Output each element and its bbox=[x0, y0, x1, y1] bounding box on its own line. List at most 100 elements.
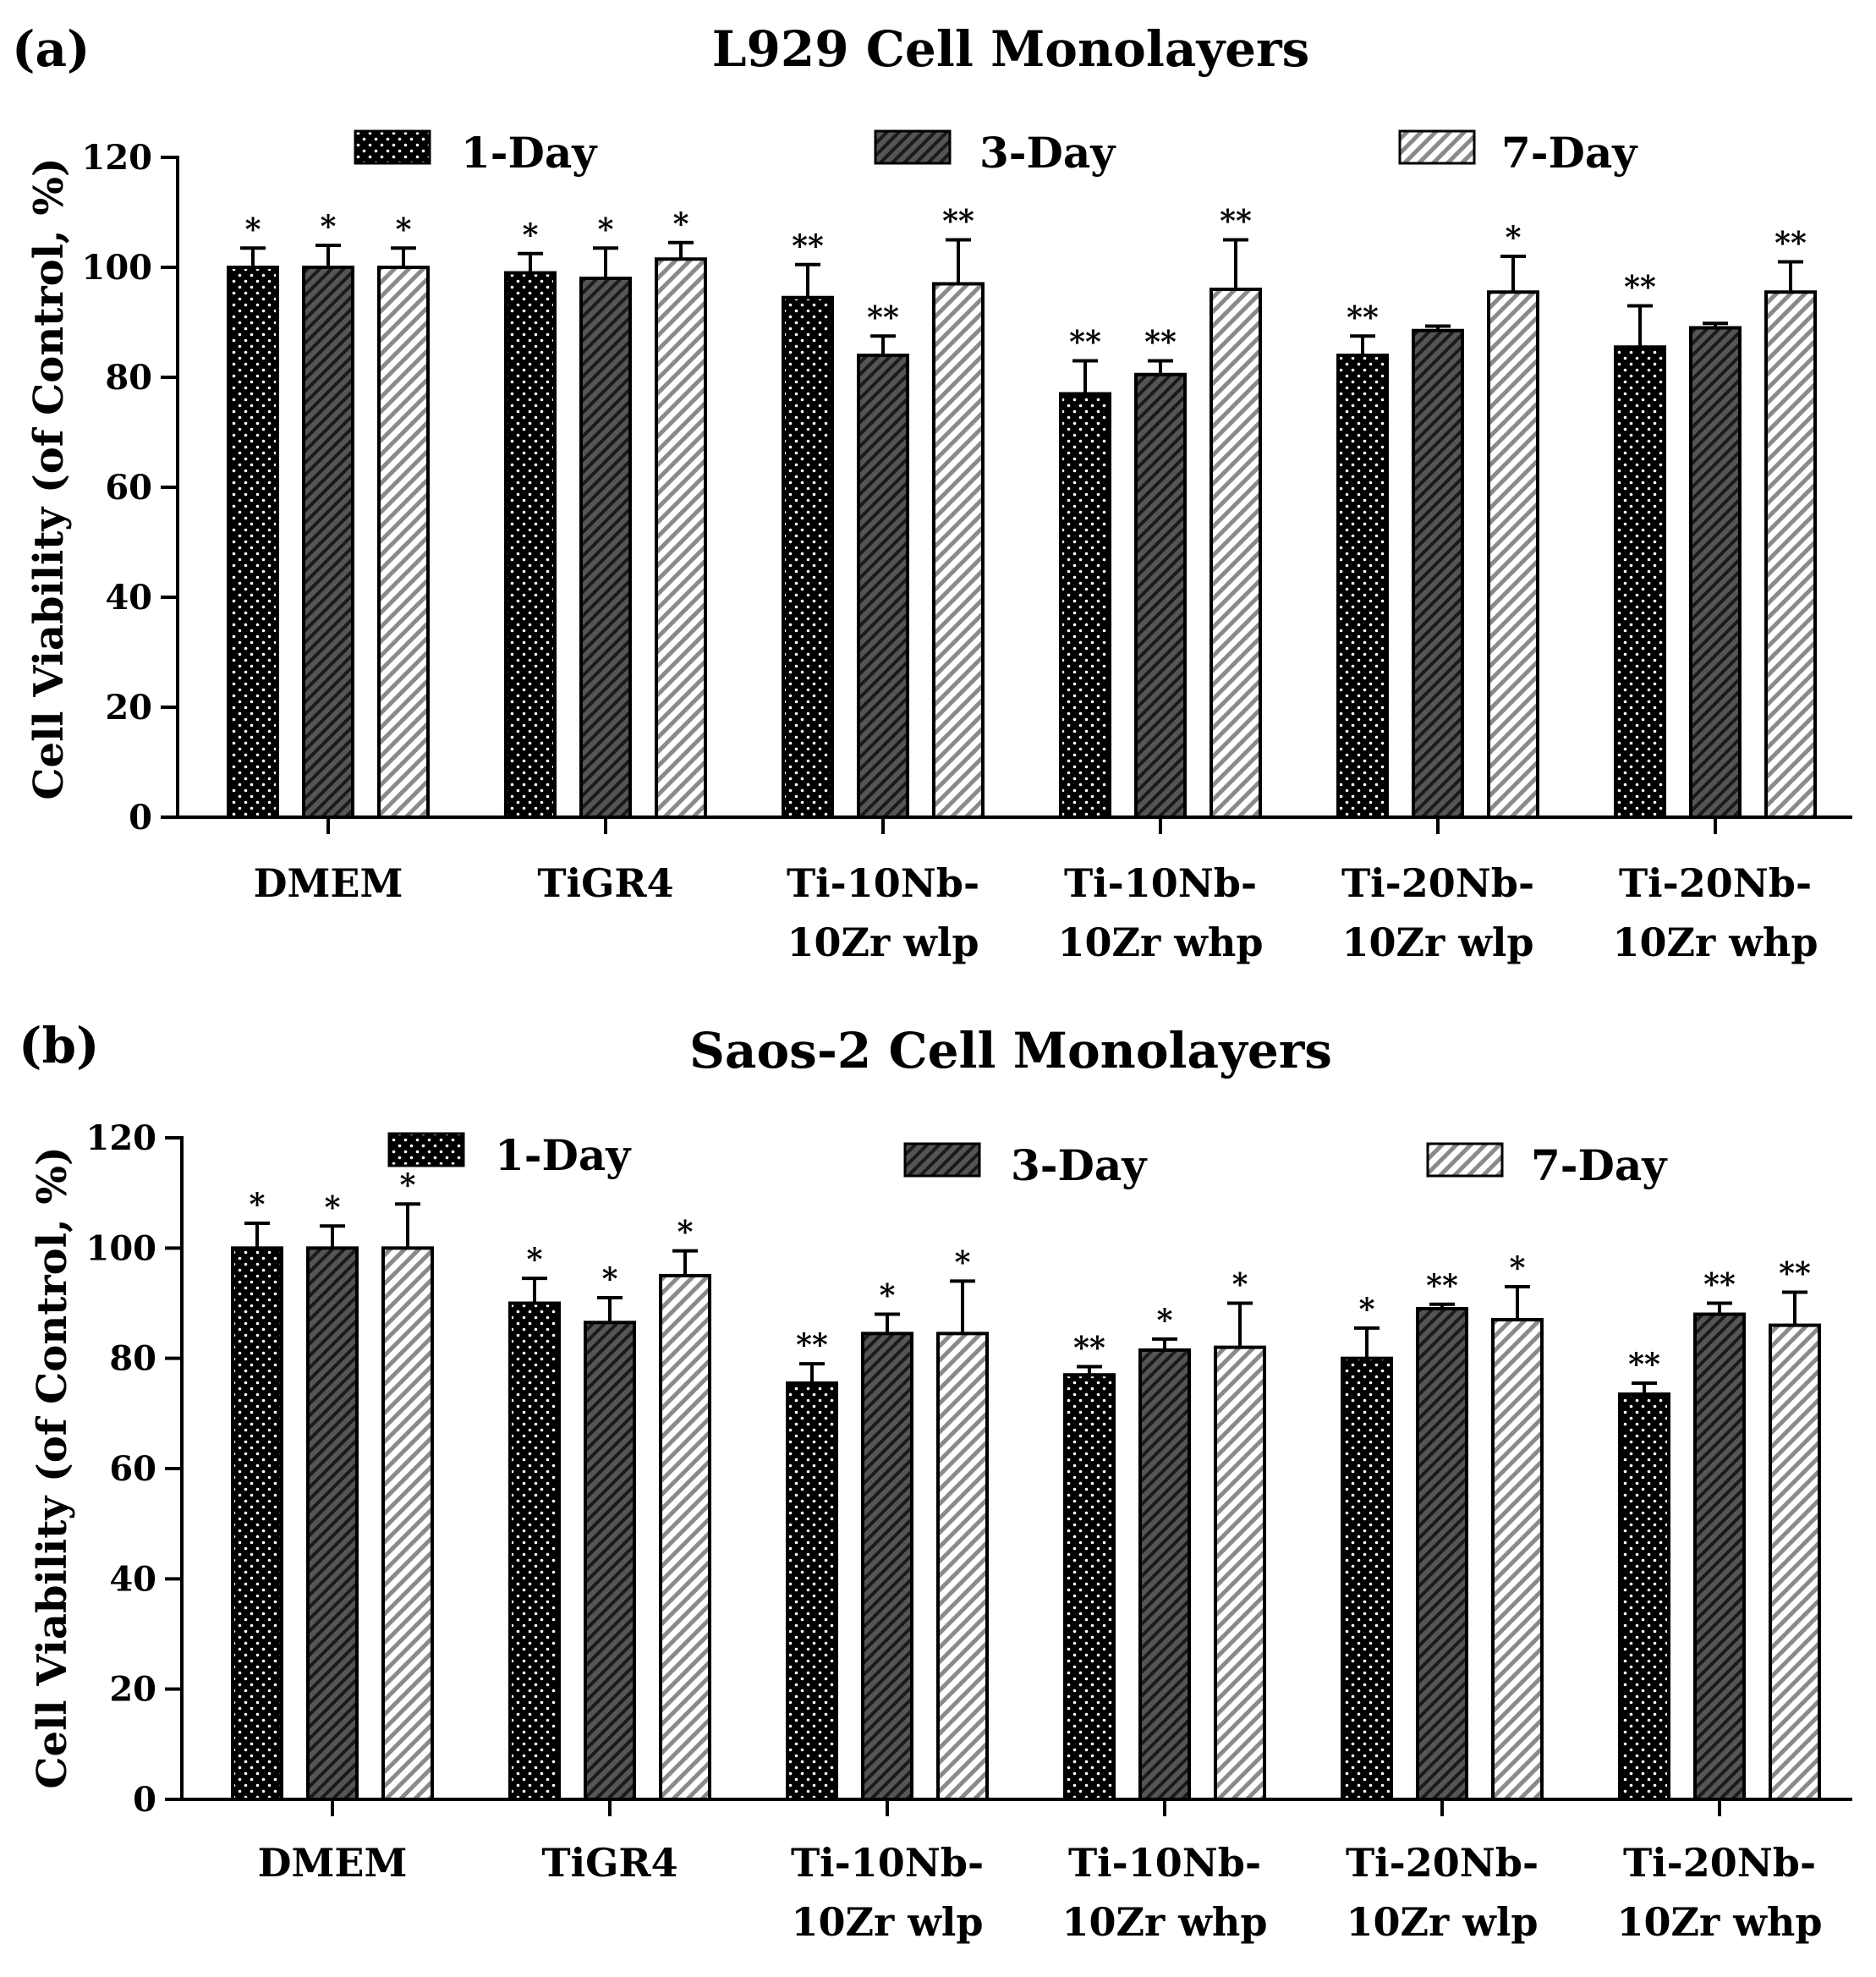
bar bbox=[579, 277, 632, 819]
y-tick-label: 0 bbox=[129, 798, 152, 837]
significance-mark: * bbox=[677, 1215, 694, 1250]
bar bbox=[1134, 372, 1187, 819]
significance-mark: * bbox=[321, 209, 337, 244]
bar bbox=[1210, 288, 1262, 819]
legend-item-1-day: 1-Day bbox=[387, 1130, 632, 1180]
x-tick-label: Ti-10Nb- bbox=[1064, 860, 1257, 906]
bar bbox=[504, 271, 557, 819]
significance-mark: * bbox=[1232, 1267, 1248, 1303]
chart-title: Saos-2 Cell Monolayers bbox=[689, 1022, 1332, 1079]
bar bbox=[231, 1246, 283, 1802]
legend-item-1-day: 1-Day bbox=[354, 128, 598, 178]
legend-label-3-day: 3-Day bbox=[1011, 1140, 1148, 1190]
bar bbox=[1341, 1356, 1393, 1801]
legend: 1-Day 3-Day 7-Day bbox=[387, 1130, 1668, 1190]
legend-label-1-day: 1-Day bbox=[495, 1130, 632, 1180]
significance-mark: * bbox=[245, 211, 261, 247]
bar bbox=[782, 295, 834, 819]
x-tick-label: Ti-10Nb- bbox=[787, 860, 979, 906]
bar bbox=[1412, 328, 1464, 819]
bar bbox=[1336, 354, 1389, 819]
panel-b: (b) Saos-2 Cell Monolayers Cell Viabilit… bbox=[19, 1017, 1852, 1945]
y-tick-label: 40 bbox=[109, 1559, 156, 1599]
legend-swatch-7-day bbox=[1426, 1142, 1504, 1178]
plot-area: 020406080100120DMEM***TiGR4***Ti-10Nb-10… bbox=[82, 138, 1852, 965]
legend-label-1-day: 1-Day bbox=[461, 128, 598, 178]
legend-swatch-1-day bbox=[387, 1132, 465, 1167]
y-tick-label: 80 bbox=[109, 1339, 156, 1379]
legend-swatch-7-day bbox=[1398, 129, 1476, 165]
x-tick-label: TiGR4 bbox=[541, 1840, 677, 1886]
bar bbox=[655, 257, 707, 819]
significance-mark: * bbox=[598, 211, 614, 247]
bar bbox=[786, 1381, 838, 1802]
significance-mark: ** bbox=[867, 299, 899, 335]
y-tick-label: 60 bbox=[109, 1449, 156, 1489]
bar bbox=[1689, 326, 1742, 819]
x-tick-label: 10Zr whp bbox=[1061, 1899, 1267, 1945]
y-axis-label: Cell Viability (of Control, %) bbox=[25, 157, 73, 799]
legend-swatch-3-day bbox=[903, 1142, 981, 1178]
significance-mark: * bbox=[527, 1242, 543, 1277]
significance-mark: ** bbox=[796, 1327, 828, 1363]
significance-mark: * bbox=[250, 1187, 266, 1222]
y-tick-label: 40 bbox=[105, 578, 152, 618]
significance-mark: * bbox=[396, 211, 412, 247]
legend-label-7-day: 7-Day bbox=[1501, 128, 1638, 178]
significance-mark: ** bbox=[1426, 1268, 1458, 1304]
significance-mark: * bbox=[880, 1278, 896, 1314]
y-tick-label: 0 bbox=[133, 1780, 156, 1820]
legend-item-3-day: 3-Day bbox=[874, 128, 1116, 178]
bar bbox=[227, 266, 279, 819]
x-tick-label: 10Zr wlp bbox=[791, 1899, 983, 1945]
legend-item-7-day: 7-Day bbox=[1398, 128, 1638, 178]
x-tick-label: Ti-10Nb- bbox=[1068, 1840, 1261, 1886]
significance-mark: * bbox=[325, 1189, 341, 1225]
bar bbox=[936, 1332, 989, 1801]
bar bbox=[508, 1301, 561, 1801]
legend-label-7-day: 7-Day bbox=[1531, 1140, 1668, 1190]
bar bbox=[1618, 1392, 1670, 1802]
significance-mark: * bbox=[400, 1167, 416, 1203]
significance-mark: * bbox=[1510, 1250, 1526, 1286]
bar bbox=[1214, 1345, 1266, 1801]
bar bbox=[584, 1321, 636, 1801]
legend-swatch-1-day bbox=[354, 129, 431, 165]
significance-mark: ** bbox=[1703, 1267, 1736, 1303]
bar bbox=[659, 1273, 711, 1801]
bar bbox=[306, 1246, 359, 1802]
chart-title: L929 Cell Monolayers bbox=[712, 20, 1310, 78]
plot-area: 020406080100120DMEM***TiGR4***Ti-10Nb-10… bbox=[86, 1118, 1852, 1945]
bar bbox=[857, 354, 909, 819]
bar bbox=[1416, 1307, 1468, 1802]
significance-mark: ** bbox=[1220, 204, 1252, 239]
bar bbox=[1063, 1373, 1116, 1801]
bar bbox=[1693, 1312, 1746, 1801]
significance-mark: ** bbox=[1069, 325, 1101, 360]
y-tick-label: 80 bbox=[105, 358, 152, 398]
panel-a: (a) L929 Cell Monolayers Cell Viability … bbox=[12, 20, 1852, 965]
x-tick-label: Ti-20Nb- bbox=[1623, 1840, 1816, 1886]
bar bbox=[1614, 345, 1666, 819]
panel-letter: (a) bbox=[12, 20, 90, 78]
significance-mark: * bbox=[955, 1244, 971, 1280]
x-tick-label: Ti-20Nb- bbox=[1346, 1840, 1539, 1886]
significance-mark: ** bbox=[1779, 1255, 1811, 1291]
significance-mark: * bbox=[1359, 1292, 1375, 1327]
legend: 1-Day 3-Day 7-Day bbox=[354, 128, 1638, 178]
x-tick-label: 10Zr whp bbox=[1057, 920, 1263, 965]
bar bbox=[381, 1246, 434, 1802]
panel-letter: (b) bbox=[19, 1017, 99, 1074]
significance-mark: ** bbox=[1347, 299, 1379, 335]
legend-label-3-day: 3-Day bbox=[979, 128, 1116, 178]
y-tick-label: 20 bbox=[109, 1670, 156, 1710]
bar bbox=[1059, 392, 1111, 819]
significance-mark: ** bbox=[792, 228, 824, 264]
x-tick-label: 10Zr wlp bbox=[1346, 1899, 1538, 1945]
y-tick-label: 100 bbox=[82, 248, 153, 288]
y-tick-label: 120 bbox=[82, 138, 153, 178]
x-tick-label: 10Zr whp bbox=[1616, 1899, 1822, 1945]
x-tick-label: Ti-20Nb- bbox=[1619, 860, 1812, 906]
x-tick-label: 10Zr wlp bbox=[787, 920, 979, 965]
